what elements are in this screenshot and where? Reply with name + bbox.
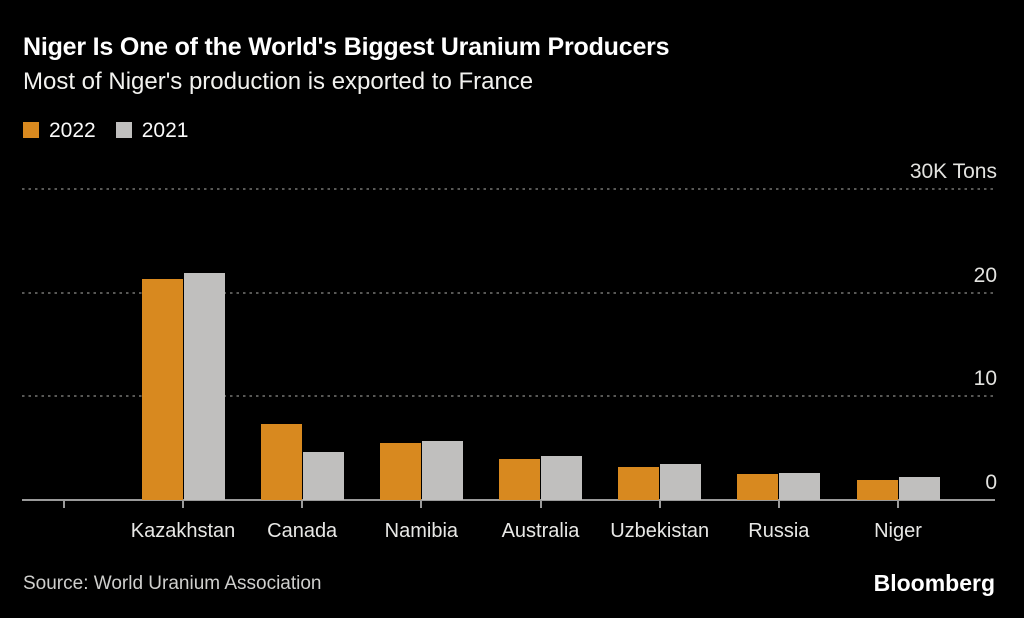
chart-title: Niger Is One of the World's Biggest Uran…	[23, 33, 670, 61]
bar-2021-namibia	[421, 440, 463, 500]
bar-2021-uzbekistan	[660, 463, 702, 500]
category-label-niger: Niger	[874, 520, 922, 542]
y-axis-label-10: 10	[973, 367, 997, 391]
category-label-kazakhstan: Kazakhstan	[130, 520, 236, 542]
bloomberg-logo: Bloomberg	[873, 570, 995, 596]
axis-tick-namibia	[420, 501, 423, 508]
legend-label-2021: 2021	[141, 119, 189, 142]
gridline-30	[22, 188, 995, 190]
category-label-canada: Canada	[267, 520, 338, 542]
axis-tick-kazakhstan	[182, 501, 184, 508]
bar-2022-niger	[856, 480, 898, 500]
axis-tick-russia	[777, 501, 780, 508]
category-label-namibia: Namibia	[384, 520, 459, 542]
gridline-10	[22, 395, 995, 398]
bar-2022-australia	[499, 458, 540, 500]
bar-2021-canada	[302, 452, 344, 500]
source-credit: Source: World Uranium Association	[23, 573, 322, 594]
bar-2022-kazakhstan	[141, 279, 183, 500]
bar-2021-niger	[898, 477, 940, 500]
y-axis-label-30: 30K Tons	[909, 160, 997, 183]
legend-item-2022: 2022	[23, 119, 96, 141]
bar-2022-canada	[260, 424, 302, 500]
y-axis-label-0: 0	[985, 471, 997, 494]
category-label-uzbekistan: Uzbekistan	[610, 520, 710, 542]
bar-2021-kazakhstan	[183, 272, 225, 500]
x-axis-baseline	[22, 499, 995, 501]
bar-2021-russia	[779, 473, 821, 500]
bar-2022-namibia	[379, 442, 421, 500]
axis-tick-australia	[539, 501, 542, 508]
bar-2022-uzbekistan	[618, 466, 660, 500]
category-label-australia: Australia	[501, 520, 580, 542]
bar-2021-australia	[541, 456, 582, 500]
axis-tick-niger	[897, 501, 900, 508]
gridline-20	[22, 291, 995, 294]
legend-label-2022: 2022	[49, 119, 96, 142]
axis-tick-canada	[301, 501, 304, 508]
bar-2022-russia	[737, 474, 779, 500]
y-axis-label-20: 20	[973, 263, 997, 287]
legend: 2022 2021	[23, 119, 188, 141]
chart-subtitle: Most of Niger's production is exported t…	[23, 68, 534, 95]
legend-item-2021: 2021	[115, 119, 189, 142]
axis-tick-uzbekistan	[658, 501, 661, 508]
axis-tick-lead	[62, 501, 65, 508]
legend-swatch-2022-icon	[23, 122, 39, 138]
category-label-russia: Russia	[748, 520, 810, 542]
legend-swatch-2021-icon	[115, 122, 132, 138]
